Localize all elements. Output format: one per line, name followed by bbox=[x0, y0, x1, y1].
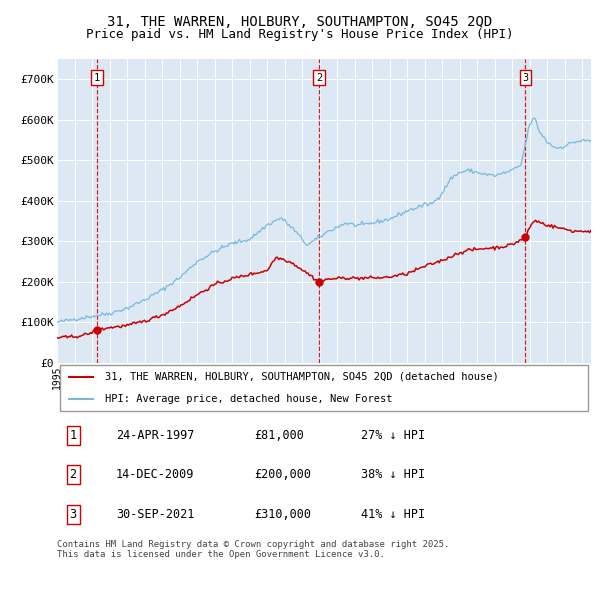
Text: 31, THE WARREN, HOLBURY, SOUTHAMPTON, SO45 2QD (detached house): 31, THE WARREN, HOLBURY, SOUTHAMPTON, SO… bbox=[105, 372, 499, 382]
Text: 30-SEP-2021: 30-SEP-2021 bbox=[116, 508, 194, 521]
Text: 1: 1 bbox=[94, 73, 100, 83]
Text: Contains HM Land Registry data © Crown copyright and database right 2025.
This d: Contains HM Land Registry data © Crown c… bbox=[57, 539, 449, 559]
Text: HPI: Average price, detached house, New Forest: HPI: Average price, detached house, New … bbox=[105, 394, 392, 404]
Text: 27% ↓ HPI: 27% ↓ HPI bbox=[361, 429, 425, 442]
Text: Price paid vs. HM Land Registry's House Price Index (HPI): Price paid vs. HM Land Registry's House … bbox=[86, 28, 514, 41]
Text: 2: 2 bbox=[70, 468, 77, 481]
Text: £81,000: £81,000 bbox=[254, 429, 304, 442]
Text: £310,000: £310,000 bbox=[254, 508, 311, 521]
Text: 2: 2 bbox=[316, 73, 322, 83]
Text: 1: 1 bbox=[70, 429, 77, 442]
Text: 31, THE WARREN, HOLBURY, SOUTHAMPTON, SO45 2QD: 31, THE WARREN, HOLBURY, SOUTHAMPTON, SO… bbox=[107, 15, 493, 29]
Text: 24-APR-1997: 24-APR-1997 bbox=[116, 429, 194, 442]
Text: 41% ↓ HPI: 41% ↓ HPI bbox=[361, 508, 425, 521]
Text: 3: 3 bbox=[522, 73, 529, 83]
Text: £200,000: £200,000 bbox=[254, 468, 311, 481]
Text: 14-DEC-2009: 14-DEC-2009 bbox=[116, 468, 194, 481]
Text: 3: 3 bbox=[70, 508, 77, 521]
Text: 38% ↓ HPI: 38% ↓ HPI bbox=[361, 468, 425, 481]
